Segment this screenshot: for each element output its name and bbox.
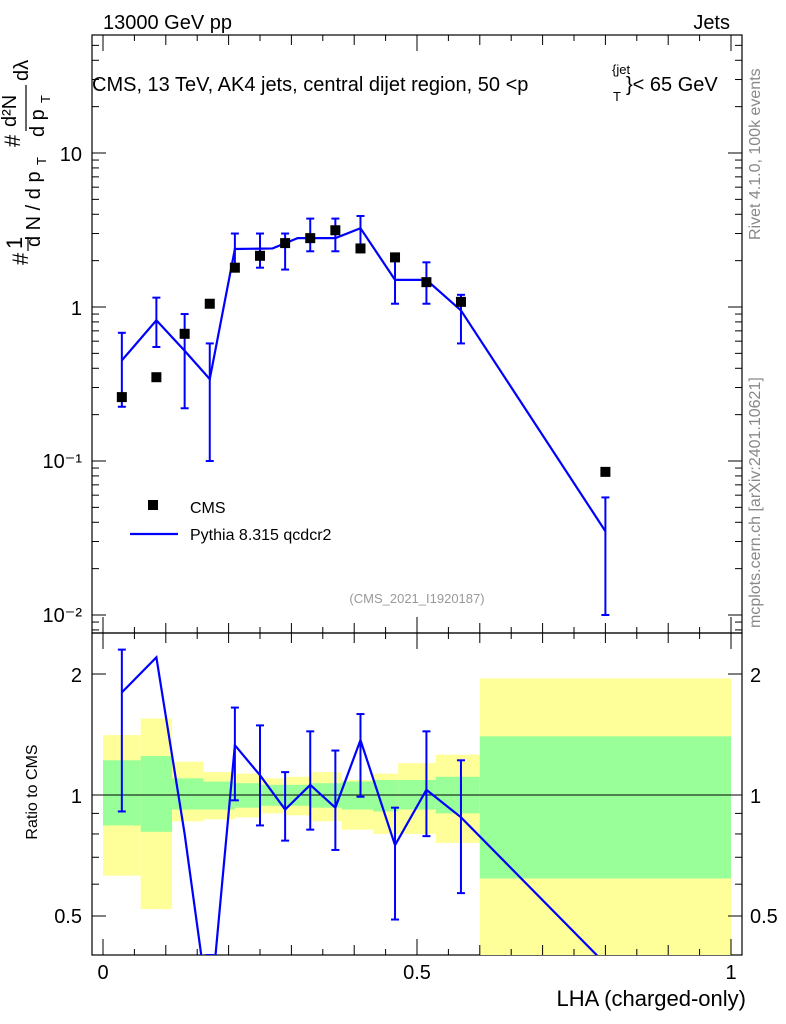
ratio-tick-right-1: 1: [750, 786, 761, 808]
main-ylabel: # 1 d N / d p T # d²N d p T dλ: [0, 60, 53, 265]
tick-label-1e-1: 10⁻¹: [43, 451, 83, 473]
ratio-y-tick-labels-left: 0.5 1 2: [54, 665, 82, 928]
header-left: 13000 GeV pp: [103, 12, 232, 34]
band-inner-12: [479, 736, 731, 879]
ratio-series: [117, 648, 599, 955]
data-point: [355, 243, 366, 254]
legend-mc-label: Pythia 8.315 qcdcr2: [190, 527, 332, 544]
data-point: [179, 328, 190, 339]
main-y-tick-labels: 10⁻² 10⁻¹ 1 10: [43, 144, 83, 627]
svg-text:T: T: [34, 157, 49, 165]
data-point: [116, 392, 127, 403]
mc-series-main: [117, 214, 610, 616]
data-point: [390, 252, 401, 263]
plot-title: CMS, 13 TeV, AK4 jets, central dijet reg…: [92, 62, 718, 104]
ratio-y-label: Ratio to CMS: [24, 744, 41, 839]
data-series: [116, 225, 611, 477]
svg-text:d²N: d²N: [0, 95, 21, 127]
data-point: [280, 238, 291, 249]
legend: CMS Pythia 8.315 qcdcr2: [130, 500, 332, 544]
data-point: [151, 372, 162, 383]
ratio-tick-right-0.5: 0.5: [750, 906, 778, 928]
axis-ticks: [92, 35, 742, 955]
data-point: [305, 233, 316, 244]
ratio-bands: [103, 678, 731, 955]
x-tick-0.5: 0.5: [403, 962, 431, 984]
x-tick-1: 1: [725, 962, 736, 984]
tick-label-1e-2: 10⁻²: [43, 605, 83, 627]
band-inner-1: [140, 756, 173, 832]
data-point: [421, 277, 432, 288]
x-tick-labels: 0 0.5 1: [97, 962, 736, 984]
ratio-tick-0.5: 0.5: [54, 906, 82, 928]
band-inner-9: [373, 779, 399, 812]
svg-text:T: T: [38, 95, 53, 103]
legend-data-label: CMS: [190, 500, 226, 517]
x-tick-0: 0: [97, 962, 108, 984]
mc-line: [121, 226, 607, 532]
legend-data-marker: [148, 500, 158, 510]
svg-text:d N / d p: d N / d p: [23, 171, 45, 247]
ratio-tick-2: 2: [71, 665, 82, 687]
title-sub: T: [613, 89, 621, 104]
data-point: [600, 466, 611, 477]
data-point: [255, 250, 265, 261]
title-sup: {jet: [612, 62, 630, 77]
svg-text:dλ: dλ: [11, 60, 33, 81]
title-end: }< 65 GeV: [626, 74, 718, 96]
svg-text:d p: d p: [27, 109, 49, 137]
ratio-y-tick-labels-right: 0.5 1 2: [750, 665, 778, 928]
x-axis-label: LHA (charged-only): [556, 986, 746, 1011]
header-right: Jets: [693, 12, 730, 34]
analysis-id: (CMS_2021_I1920187): [349, 591, 484, 606]
title-main: CMS, 13 TeV, AK4 jets, central dijet reg…: [92, 74, 528, 96]
side-rivet-label: Rivet 4.1.0, 100k events: [747, 68, 764, 240]
svg-text:1: 1: [2, 237, 27, 249]
ratio-line: [121, 655, 599, 955]
ratio-tick-1: 1: [71, 786, 82, 808]
data-point: [330, 225, 341, 236]
ratio-tick-right-2: 2: [750, 665, 761, 687]
svg-text:#: #: [0, 134, 25, 147]
data-point: [229, 262, 240, 273]
data-point: [455, 296, 466, 307]
band-inner-8: [341, 781, 374, 810]
tick-label-1: 1: [71, 298, 82, 320]
side-mcplots-label: mcplots.cern.ch [arXiv:2401.10621]: [747, 377, 764, 628]
tick-label-10: 10: [60, 144, 82, 166]
data-point: [204, 298, 215, 309]
svg-text:#: #: [8, 252, 33, 265]
